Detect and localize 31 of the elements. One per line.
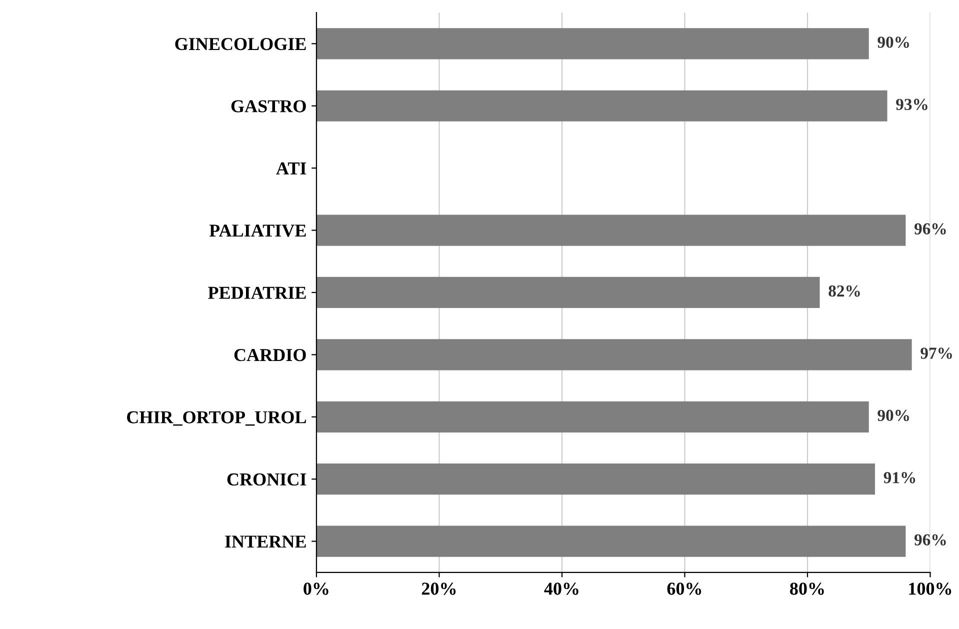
bar [316,28,869,60]
x-tick-label: 100% [909,582,952,595]
y-tick-label: CHIR_ORTOP_UROL [127,411,306,426]
data-label: 96% [914,534,946,546]
bar [316,526,906,557]
bar [316,214,906,246]
bar [316,464,875,495]
data-label: 97% [920,348,952,359]
bar [316,401,869,432]
x-tick-label: 40% [544,582,578,595]
data-label: 90% [878,410,909,422]
y-tick-label: PALIATIVE [209,224,306,237]
x-tick-label: 80% [790,582,824,595]
data-label: 96% [914,223,946,235]
bar [316,339,912,370]
x-tick-label: 60% [667,582,702,595]
data-label: 90% [878,36,909,48]
y-tick-label: CRONICI [227,473,306,486]
y-tick-label: GINECOLOGIE [175,38,306,50]
data-label: 82% [828,285,860,297]
y-tick-label: ATI [276,162,306,174]
data-label: 93% [896,98,928,110]
y-tick-label: PEDIATRIE [208,286,306,299]
bar [316,276,820,308]
x-tick-label: 0% [304,582,328,595]
y-tick-label: CARDIO [234,348,306,362]
x-tick-label: 20% [422,582,456,595]
bar [316,90,888,122]
data-label: 91% [884,472,916,484]
y-tick-label: GASTRO [231,100,306,112]
y-tick-label: INTERNE [225,536,306,548]
